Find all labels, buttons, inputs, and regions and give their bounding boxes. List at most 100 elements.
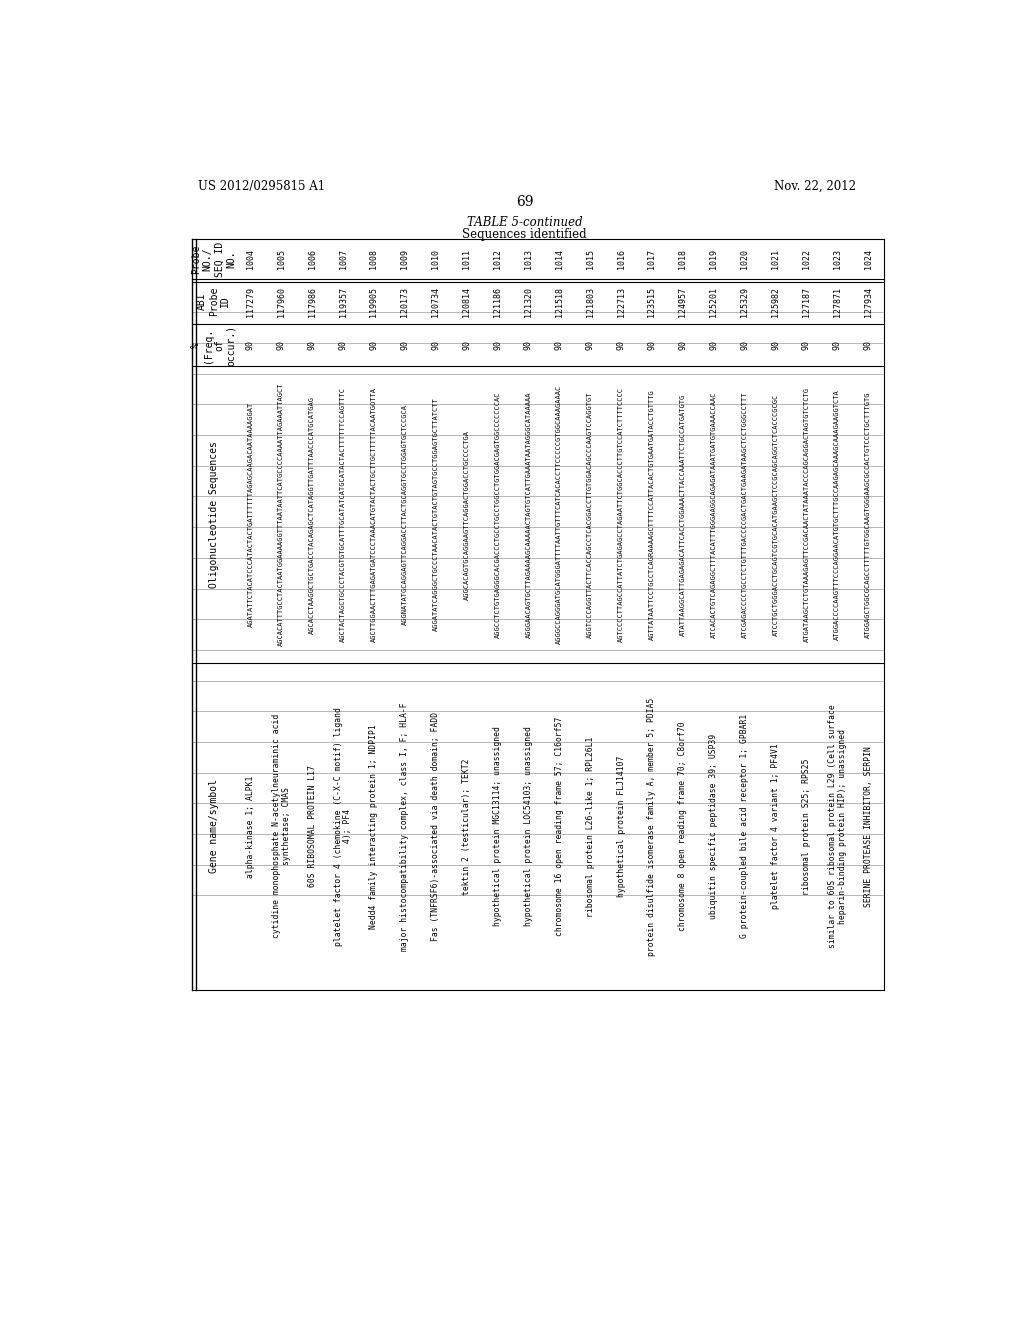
Text: ATGATAAGCTCTGTAAAGAGTTCCGACAACTATAAATACCCAGCAGGACTAGTGTCTCTG: ATGATAAGCTCTGTAAAGAGTTCCGACAACTATAAATACC… bbox=[804, 387, 809, 642]
Text: 120734: 120734 bbox=[431, 286, 440, 317]
Text: 1010: 1010 bbox=[431, 249, 440, 269]
Text: 121518: 121518 bbox=[555, 286, 564, 317]
Text: 90: 90 bbox=[833, 341, 842, 350]
Text: alpha-kinase 1; ALPK1: alpha-kinase 1; ALPK1 bbox=[246, 775, 255, 878]
Text: cytidine monophosphate N-acetylneuraminic acid
synthetase; CMAS: cytidine monophosphate N-acetylneuramini… bbox=[272, 714, 291, 939]
Text: 1004: 1004 bbox=[246, 249, 255, 269]
Text: %
(Freq.
of
occur.): % (Freq. of occur.) bbox=[191, 325, 237, 366]
Text: 69: 69 bbox=[516, 195, 534, 210]
Text: 90: 90 bbox=[276, 341, 286, 350]
Text: 1007: 1007 bbox=[339, 249, 347, 269]
Text: ABI
Probe
ID: ABI Probe ID bbox=[197, 286, 230, 317]
Text: major histocompatibility complex, class I, F; HLA-F: major histocompatibility complex, class … bbox=[400, 702, 410, 950]
Text: TABLE 5-continued: TABLE 5-continued bbox=[467, 216, 583, 230]
Text: 1018: 1018 bbox=[678, 249, 687, 269]
Text: 125329: 125329 bbox=[740, 286, 750, 317]
Text: 125201: 125201 bbox=[710, 286, 718, 317]
Text: ribosomal protein S25; RPS25: ribosomal protein S25; RPS25 bbox=[802, 758, 811, 895]
Text: 90: 90 bbox=[307, 341, 316, 350]
Text: 90: 90 bbox=[431, 341, 440, 350]
Text: ATCGAGACCCCTGCCTCTGTTTGACCCCGACTGACTGAAGATAAGCTCCTGGGCCTTT: ATCGAGACCCCTGCCTCTGTTTGACCCCGACTGACTGAAG… bbox=[741, 391, 748, 638]
Text: tektin 2 (testicular); TEKT2: tektin 2 (testicular); TEKT2 bbox=[462, 758, 471, 895]
Text: hypothetical protein LOC54103; unassigned: hypothetical protein LOC54103; unassigne… bbox=[524, 726, 532, 927]
Text: AGGGAACAGTGCTTAGAAAAGCAAAAACTAGTGTCATTGAAATAATAGGGCATAAAAA: AGGGAACAGTGCTTAGAAAAGCAAAAACTAGTGTCATTGA… bbox=[525, 391, 531, 638]
Text: Nov. 22, 2012: Nov. 22, 2012 bbox=[774, 180, 856, 193]
Text: 121186: 121186 bbox=[493, 286, 502, 317]
Text: 90: 90 bbox=[339, 341, 347, 350]
Text: Probe
NO./
SEQ ID
NO.: Probe NO./ SEQ ID NO. bbox=[191, 242, 237, 277]
Text: 90: 90 bbox=[678, 341, 687, 350]
Text: ATCACACTGTCAGAGGCTTTACATTTGGGAAGGCAGAGATAAATGATGTGAAACCAAC: ATCACACTGTCAGAGGCTTTACATTTGGGAAGGCAGAGAT… bbox=[711, 391, 717, 638]
Text: 121803: 121803 bbox=[586, 286, 595, 317]
Text: 127187: 127187 bbox=[802, 286, 811, 317]
Text: 1021: 1021 bbox=[771, 249, 780, 269]
Text: ribosomal protein L26-like 1; RPL26L1: ribosomal protein L26-like 1; RPL26L1 bbox=[586, 737, 595, 916]
Text: 1017: 1017 bbox=[647, 249, 656, 269]
Text: 1013: 1013 bbox=[524, 249, 532, 269]
Text: 120173: 120173 bbox=[400, 286, 410, 317]
Text: ATCCTGCTGGGACCTGCAGTCGTGCACATGAAGCTCCGCAGCAGGTCTCACCCGCGC: ATCCTGCTGGGACCTGCAGTCGTGCACATGAAGCTCCGCA… bbox=[772, 393, 778, 636]
Text: 1020: 1020 bbox=[740, 249, 750, 269]
Text: 1012: 1012 bbox=[493, 249, 502, 269]
Text: hypothetical protein FLJ14107: hypothetical protein FLJ14107 bbox=[616, 755, 626, 898]
Text: 125982: 125982 bbox=[771, 286, 780, 317]
Text: ATGGACCCCAAGTTTCCCAGGAACATGTGCTTTGCCAAGAGCAAAGCAAAGAAGGTCTA: ATGGACCCCAAGTTTCCCAGGAACATGTGCTTTGCCAAGA… bbox=[835, 389, 841, 640]
Text: 117279: 117279 bbox=[246, 286, 255, 317]
Text: 1005: 1005 bbox=[276, 249, 286, 269]
Text: 1011: 1011 bbox=[462, 249, 471, 269]
Text: Oligonucleotide Sequences: Oligonucleotide Sequences bbox=[209, 441, 219, 587]
Text: G protein-coupled bile acid receptor 1; GPBAR1: G protein-coupled bile acid receptor 1; … bbox=[740, 714, 750, 939]
Text: AGTCCCCTTAGCCATTATCTGAGAGCCTAGAATTCTGGCACCCTTGTCCATCTTTTCCCC: AGTCCCCTTAGCCATTATCTGAGAGCCTAGAATTCTGGCA… bbox=[618, 387, 624, 642]
Text: 1019: 1019 bbox=[710, 249, 718, 269]
Text: AGATATTCTACATCCCATACTACTGATTTTTTAGAGCAAGACAATAAAAGGAT: AGATATTCTACATCCCATACTACTGATTTTTTAGAGCAAG… bbox=[248, 401, 253, 627]
Text: AGCACCTAAGGCTGCTGACCTACAGAGCTCATAGGTTGATTTAACCCATGCATGAG: AGCACCTAAGGCTGCTGACCTACAGAGCTCATAGGTTGAT… bbox=[309, 396, 315, 634]
Text: 127871: 127871 bbox=[833, 286, 842, 317]
Text: 90: 90 bbox=[462, 341, 471, 350]
Text: AGCTACTAGCTGCCCTACGTGTGCATTTGCATATCATGCATACTACTTTTTTCCAGTTTC: AGCTACTAGCTGCCCTACGTGTGCATTTGCATATCATGCA… bbox=[340, 387, 346, 642]
Text: 1022: 1022 bbox=[802, 249, 811, 269]
Text: AGGCACAGTGCAGGAAGTTCAGGACTGGACCTGCCCCTGA: AGGCACAGTGCAGGAAGTTCAGGACTGGACCTGCCCCTGA bbox=[464, 429, 470, 599]
Text: 90: 90 bbox=[616, 341, 626, 350]
Text: AGGCCTCTGTGAGGGCACGACCCTGCCTGCCTGGCCTGTGGACGAGTGGCCCCCCCAC: AGGCCTCTGTGAGGGCACGACCCTGCCTGCCTGGCCTGTG… bbox=[495, 391, 501, 638]
Text: chromosome 16 open reading frame 57; C16orf57: chromosome 16 open reading frame 57; C16… bbox=[555, 717, 564, 936]
Text: AGGGCCAGGGATGCATGGGATTTTAATTGTTTCATCACACCTTCCCCCGTGGCAAAGAAAC: AGGGCCAGGGATGCATGGGATTTTAATTGTTTCATCACAC… bbox=[556, 385, 562, 644]
Text: similar to 60S ribosomal protein L29 (Cell surface
heparin-binding protein HIP);: similar to 60S ribosomal protein L29 (Ce… bbox=[828, 705, 847, 948]
Text: 119357: 119357 bbox=[339, 286, 347, 317]
Text: AGCACATTTGCCTACTAATGGAAAAGGTTTAATAATTCATGCCCCAAAATTAGAAATTAGCT: AGCACATTTGCCTACTAATGGAAAAGGTTTAATAATTCAT… bbox=[279, 383, 285, 647]
Text: 1016: 1016 bbox=[616, 249, 626, 269]
Text: 117960: 117960 bbox=[276, 286, 286, 317]
Text: 1015: 1015 bbox=[586, 249, 595, 269]
Text: 1009: 1009 bbox=[400, 249, 410, 269]
Text: 124957: 124957 bbox=[678, 286, 687, 317]
Text: 1006: 1006 bbox=[307, 249, 316, 269]
Text: ATATTAAGGCATTGAGAGACATTCACCTGGAAACTTACCAAATTCTGCCATGATGTG: ATATTAAGGCATTGAGAGACATTCACCTGGAAACTTACCA… bbox=[680, 393, 686, 636]
Text: ATGGAGCTGGCGCAGCCTTTTTGTGGCAAGTGGGAAGCGCCACTGTCCCTGCTTTGTG: ATGGAGCTGGCGCAGCCTTTTTGTGGCAAGTGGGAAGCGC… bbox=[865, 391, 871, 638]
Text: 119905: 119905 bbox=[370, 286, 379, 317]
Text: 127934: 127934 bbox=[863, 286, 872, 317]
Text: 117986: 117986 bbox=[307, 286, 316, 317]
Text: 90: 90 bbox=[246, 341, 255, 350]
Text: ubiquitin specific peptidase 39; USP39: ubiquitin specific peptidase 39; USP39 bbox=[710, 734, 718, 919]
Text: US 2012/0295815 A1: US 2012/0295815 A1 bbox=[198, 180, 325, 193]
Text: Sequences identified: Sequences identified bbox=[463, 227, 587, 240]
Text: 121320: 121320 bbox=[524, 286, 532, 317]
Text: hypothetical protein MGC13114; unassigned: hypothetical protein MGC13114; unassigne… bbox=[493, 726, 502, 927]
Text: 123515: 123515 bbox=[647, 286, 656, 317]
Text: SERINE PROTEASE INHIBITOR, SERPIN: SERINE PROTEASE INHIBITOR, SERPIN bbox=[863, 746, 872, 907]
Text: 90: 90 bbox=[370, 341, 379, 350]
Text: 1023: 1023 bbox=[833, 249, 842, 269]
Text: 90: 90 bbox=[740, 341, 750, 350]
Text: 120814: 120814 bbox=[462, 286, 471, 317]
Text: 1014: 1014 bbox=[555, 249, 564, 269]
Text: 1024: 1024 bbox=[863, 249, 872, 269]
Text: AGCTTGGAACTTTGAGATGATCCCTAAACATGTACTACTGCTTGCTTTTTACAATGOTTA: AGCTTGGAACTTTGAGATGATCCCTAAACATGTACTACTG… bbox=[371, 387, 377, 642]
Text: 90: 90 bbox=[710, 341, 718, 350]
Text: 90: 90 bbox=[802, 341, 811, 350]
Text: platelet factor 4 (chemokine (C-X-C motif) ligand
4); PF4: platelet factor 4 (chemokine (C-X-C moti… bbox=[334, 708, 352, 946]
Text: AGGNATATGCAGGAGTTCAGGACCTTACTGCAGGTGCCTGGAGTGCTCCGCA: AGGNATATGCAGGAGTTCAGGACCTTACTGCAGGTGCCTG… bbox=[401, 404, 408, 626]
Text: 90: 90 bbox=[771, 341, 780, 350]
Text: Gene name/symbol: Gene name/symbol bbox=[209, 779, 219, 874]
Text: protein disulfide isomerase family A, member 5; PDIA5: protein disulfide isomerase family A, me… bbox=[647, 697, 656, 956]
Text: 122713: 122713 bbox=[616, 286, 626, 317]
Text: 90: 90 bbox=[555, 341, 564, 350]
